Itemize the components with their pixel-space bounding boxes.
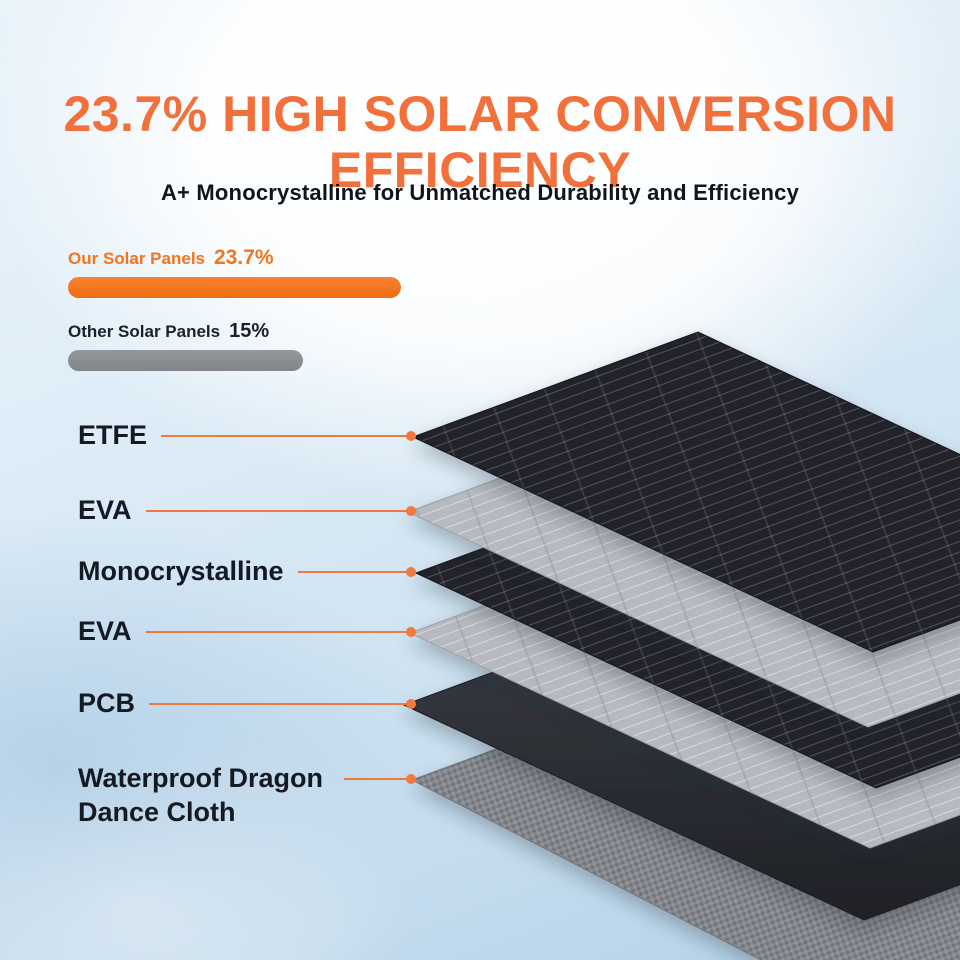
layer-label-row-eva-lower: EVA [78, 614, 417, 650]
layer-label-pcb: PCB [78, 688, 136, 719]
other-panels-bar [68, 350, 303, 371]
layer-label-row-cloth: Waterproof Dragon Dance Cloth [78, 762, 416, 830]
leader-line-monocrystalline [297, 567, 417, 577]
layer-label-eva-lower: EVA [78, 616, 132, 647]
layer-label-cloth: Waterproof Dragon Dance Cloth [78, 763, 323, 827]
our-panels-value: 23.7% [214, 246, 274, 269]
our-panels-label: Our Solar Panels [68, 249, 205, 268]
other-panels-label-row: Other Solar Panels 15% [68, 320, 401, 343]
layer-label-eva-upper: EVA [78, 495, 132, 526]
page-subtitle: A+ Monocrystalline for Unmatched Durabil… [160, 180, 800, 205]
leader-line-eva-upper [145, 506, 417, 516]
layer-label-monocrystalline: Monocrystalline [78, 556, 284, 587]
page-title-line2: EFFICIENCY [328, 141, 632, 198]
layer-label-row-pcb: PCB [78, 686, 416, 722]
leader-line-pcb [149, 699, 416, 709]
leader-line-eva-lower [145, 627, 417, 637]
layer-label-etfe: ETFE [78, 420, 148, 451]
layer-label-row-monocrystalline: Monocrystalline [78, 554, 417, 590]
efficiency-comparison: Our Solar Panels 23.7% Other Solar Panel… [68, 246, 401, 371]
our-panels-bar [68, 277, 401, 298]
page-title-line1: 23.7% HIGH SOLAR CONVERSION [63, 85, 897, 142]
other-panels-label: Other Solar Panels [68, 322, 221, 341]
page-title: 23.7% HIGH SOLAR CONVERSION EFFICIENCY [0, 86, 960, 198]
layer-label-row-etfe: ETFE [78, 418, 416, 454]
other-panels-value: 15% [229, 320, 270, 342]
our-panels-label-row: Our Solar Panels 23.7% [68, 246, 401, 270]
leader-line-etfe [161, 431, 416, 441]
leader-line-cloth [344, 774, 416, 784]
layer-sheet-etfe [411, 331, 960, 653]
layer-label-row-eva-upper: EVA [78, 493, 417, 529]
